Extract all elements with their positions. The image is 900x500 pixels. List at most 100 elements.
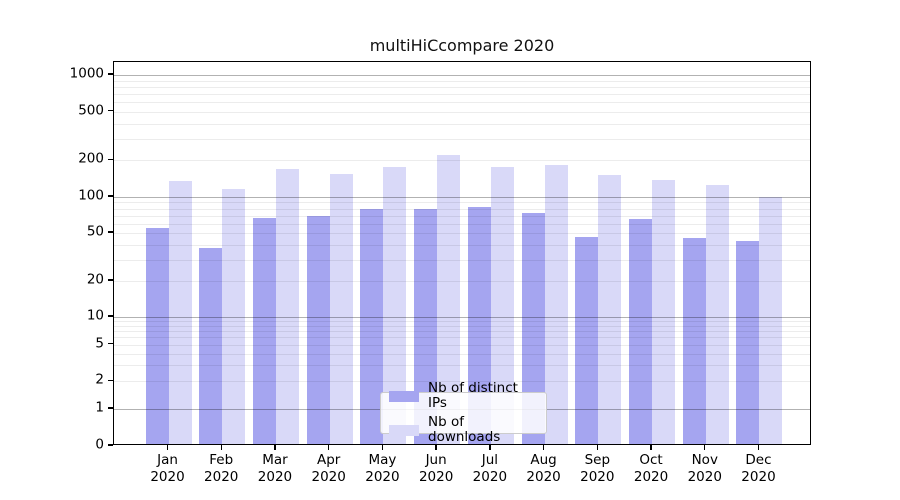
x-tick-mar — [274, 445, 276, 450]
x-tick-nov — [704, 445, 706, 450]
bar-downloads-oct — [652, 179, 676, 444]
chart-title: multiHiCcompare 2020 — [369, 36, 555, 55]
x-tick-jan — [166, 445, 169, 450]
legend: Nb of distinct IPs Nb of downloads — [380, 381, 547, 445]
x-tick-dec — [757, 445, 760, 450]
y-tick-5 — [108, 342, 113, 345]
y-tick-500 — [108, 110, 113, 112]
y-tick-200 — [108, 158, 113, 160]
x-tick-label-oct: Oct 2020 — [633, 452, 669, 485]
gridline-minor-30 — [114, 259, 810, 261]
bar-ips-sep — [575, 236, 599, 444]
bar-downloads-apr — [329, 173, 353, 444]
bar-downloads-jul — [490, 166, 514, 444]
bar-ips-oct — [629, 219, 653, 444]
y-tick-label-20: 20 — [86, 271, 104, 288]
x-tick-label-nov: Nov 2020 — [687, 452, 722, 485]
gridline-minor-4 — [114, 353, 810, 355]
bar-ips-nov — [682, 237, 706, 444]
legend-label-ips: Nb of distinct IPs — [428, 380, 518, 411]
bar-downloads-aug — [544, 164, 568, 444]
gridline-minor-200 — [114, 160, 810, 162]
y-tick-label-100: 100 — [78, 187, 104, 204]
bar-downloads-jan — [168, 181, 192, 444]
x-tick-label-may: May 2020 — [365, 452, 400, 485]
gridline-minor-50 — [114, 233, 810, 235]
y-tick-label-200: 200 — [78, 150, 104, 167]
gridline-minor-800 — [114, 86, 810, 88]
y-tick-100 — [108, 195, 113, 197]
bar-ips-jul — [467, 206, 491, 444]
y-tick-1000 — [108, 73, 113, 75]
y-tick-2 — [108, 379, 113, 381]
y-tick-label-10: 10 — [86, 307, 104, 324]
gridline-minor-700 — [114, 93, 810, 95]
bar-downloads-sep — [598, 175, 622, 444]
gridline-minor-6 — [114, 337, 810, 339]
x-tick-jul — [489, 445, 491, 450]
legend-swatch-downloads — [389, 424, 419, 436]
legend-item-distinct-ips: Nb of distinct IPs — [389, 381, 538, 411]
x-tick-label-feb: Feb 2020 — [204, 452, 239, 485]
gridline-minor-500 — [114, 111, 810, 113]
gridline-minor-80 — [114, 208, 810, 210]
x-tick-label-mar: Mar 2020 — [257, 452, 293, 485]
bar-ips-dec — [736, 241, 760, 444]
plot-area — [113, 61, 811, 445]
bar-ips-jan — [145, 228, 169, 444]
x-tick-label-dec: Dec 2020 — [741, 452, 776, 485]
x-tick-feb — [220, 445, 222, 450]
x-tick-jun — [435, 445, 437, 450]
y-tick-label-0: 0 — [95, 436, 104, 453]
gridline-minor-3 — [114, 365, 810, 367]
legend-item-downloads: Nb of downloads — [389, 415, 538, 445]
bar-downloads-jun — [437, 154, 461, 444]
gridline-minor-400 — [114, 123, 810, 125]
x-tick-label-aug: Aug 2020 — [526, 452, 561, 485]
y-tick-label-5: 5 — [95, 334, 104, 351]
x-tick-label-jul: Jul 2020 — [472, 452, 508, 485]
gridline-minor-7 — [114, 331, 810, 333]
y-tick-label-1: 1 — [95, 399, 104, 416]
y-tick-label-2: 2 — [95, 371, 104, 388]
y-tick-0 — [108, 444, 113, 446]
bar-ips-mar — [252, 218, 276, 444]
x-tick-label-sep: Sep 2020 — [580, 452, 615, 485]
bar-downloads-dec — [759, 196, 783, 444]
gridline-minor-90 — [114, 202, 810, 204]
legend-swatch-ips — [389, 390, 419, 402]
bar-downloads-feb — [222, 189, 246, 444]
gridline-minor-9 — [114, 321, 810, 323]
gridline-minor-600 — [114, 102, 810, 104]
x-tick-oct — [650, 445, 652, 450]
bar-ips-feb — [199, 248, 223, 444]
gridline-minor-5 — [114, 344, 810, 346]
gridline-minor-20 — [114, 280, 810, 282]
x-tick-label-apr: Apr 2020 — [311, 452, 346, 485]
gridline-minor-40 — [114, 244, 810, 246]
bar-downloads-may — [383, 166, 407, 444]
gridline-minor-2 — [114, 381, 810, 383]
y-tick-label-50: 50 — [86, 223, 104, 240]
x-tick-apr — [327, 445, 330, 450]
bar-ips-may — [360, 209, 384, 444]
gridline-major-10 — [114, 317, 810, 318]
x-tick-label-jun: Jun 2020 — [418, 452, 454, 485]
x-tick-label-jan: Jan 2020 — [150, 452, 185, 485]
y-tick-10 — [108, 315, 113, 317]
x-tick-sep — [596, 445, 598, 450]
y-tick-1 — [108, 407, 113, 409]
gridline-major-1000 — [114, 75, 810, 76]
x-tick-may — [381, 445, 384, 450]
bar-downloads-nov — [705, 185, 729, 444]
gridline-minor-60 — [114, 223, 810, 225]
gridline-minor-300 — [114, 138, 810, 140]
bar-ips-aug — [521, 212, 545, 444]
legend-label-downloads: Nb of downloads — [428, 414, 501, 445]
y-tick-label-1000: 1000 — [69, 65, 104, 82]
bar-downloads-mar — [275, 169, 299, 444]
x-tick-aug — [542, 445, 545, 450]
y-tick-50 — [108, 231, 113, 233]
gridline-minor-70 — [114, 215, 810, 217]
